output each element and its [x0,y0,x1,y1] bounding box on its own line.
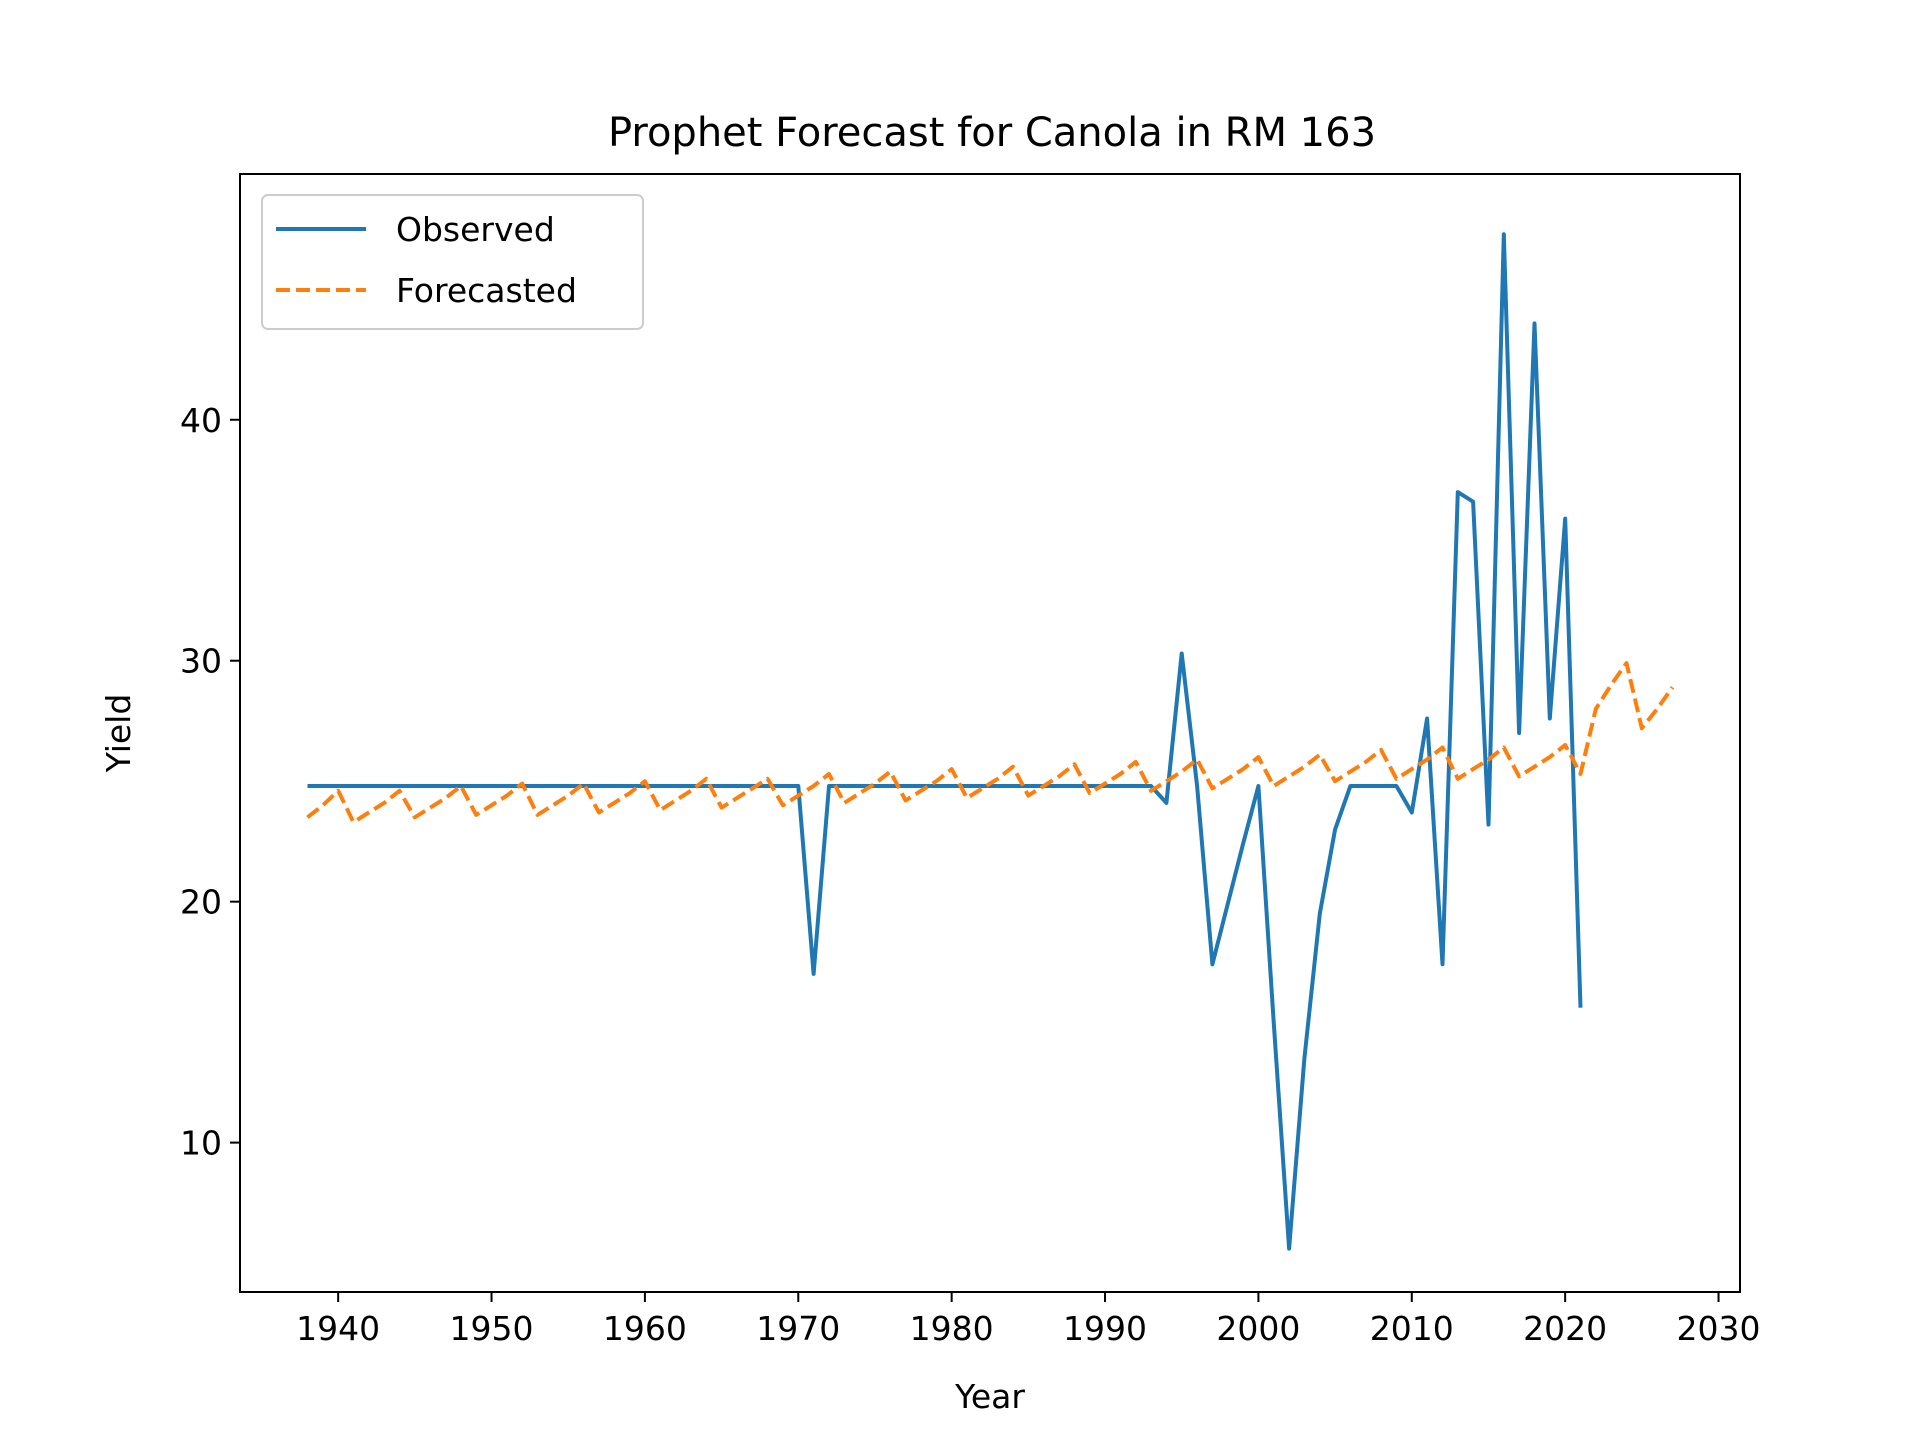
x-tick-label: 2000 [1216,1309,1300,1348]
y-axis: 10 20 30 40 [180,401,240,1163]
axes-frame [239,173,1741,1293]
x-tick-label: 1940 [296,1309,380,1348]
y-tick-label: 20 [180,883,222,922]
y-tick-label: 10 [180,1124,222,1163]
x-tick-label: 2020 [1523,1309,1607,1348]
legend-label-observed: Observed [396,210,555,249]
chart-title: Prophet Forecast for Canola in RM 163 [608,110,1376,156]
x-tick-label: 2030 [1677,1309,1761,1348]
x-axis: 1940 1950 1960 1970 1980 1990 2000 2010 2020 2030 [296,1292,1761,1348]
y-tick-label: 30 [180,642,222,681]
x-tick-label: 1950 [450,1309,534,1348]
x-tick-label: 2010 [1370,1309,1454,1348]
x-tick-label: 1960 [603,1309,687,1348]
x-tick-label: 1990 [1063,1309,1147,1348]
legend: Observed Forecasted [261,194,644,330]
x-tick-label: 1980 [910,1309,994,1348]
x-tick-label: 1970 [756,1309,840,1348]
y-tick-label: 40 [180,401,222,440]
x-axis-label: Year [954,1377,1025,1416]
legend-label-forecasted: Forecasted [396,271,577,310]
y-axis-label: Yield [99,694,138,774]
series-group [306,232,1675,1251]
series-line-forecasted [306,661,1675,825]
